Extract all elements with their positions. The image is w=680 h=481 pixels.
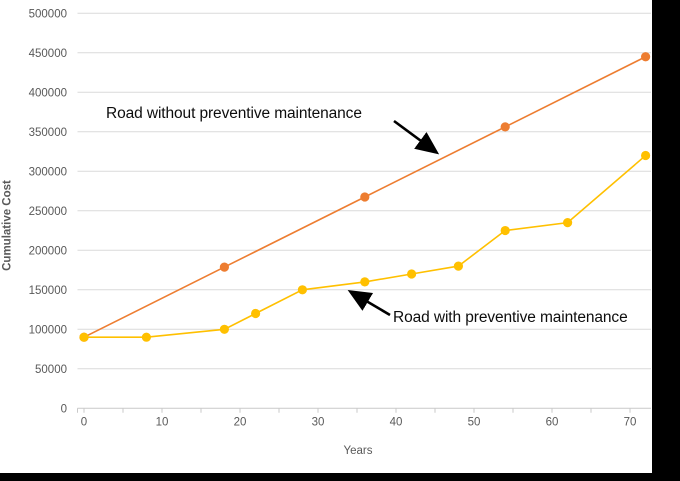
x-tick-label: 50: [468, 417, 481, 429]
y-tick-label: 450000: [29, 48, 67, 60]
data-point: [563, 218, 573, 228]
x-tick-label: 20: [234, 417, 247, 429]
data-series: [79, 52, 651, 342]
y-tick-label: 200000: [29, 245, 67, 257]
data-point: [297, 285, 307, 295]
x-axis-title: Years: [343, 445, 373, 457]
horizontal-gridlines: [77, 12, 651, 370]
x-tick-label: 60: [546, 417, 559, 429]
data-point: [251, 308, 261, 319]
data-point: [219, 262, 229, 272]
x-axis: [77, 407, 651, 413]
annotation-without-pm: Road without preventive maintenance: [106, 105, 362, 122]
data-point: [500, 225, 510, 236]
data-point: [141, 332, 151, 342]
data-point: [500, 122, 510, 132]
data-point: [219, 324, 229, 334]
y-axis-title: Cumulative Cost: [1, 180, 14, 271]
annotation-with-pm: Road with preventive maintenance: [393, 309, 628, 326]
x-tick-label: 0: [81, 417, 87, 429]
y-tick-label: 0: [61, 403, 67, 415]
y-tick-label: 300000: [29, 166, 67, 178]
y-tick-label: 400000: [29, 87, 67, 99]
x-tick-label: 10: [156, 417, 169, 429]
data-point: [453, 261, 463, 271]
data-point: [360, 277, 370, 287]
axis-tick-labels: 0 50000 100000 150000 200000 250000 300000 3500…: [29, 8, 637, 428]
arrow-to-orange-line: [393, 119, 440, 155]
y-tick-label: 50000: [35, 364, 67, 376]
y-tick-label: 250000: [29, 206, 67, 218]
x-tick-label: 70: [624, 417, 637, 429]
y-tick-label: 150000: [29, 285, 67, 297]
data-point: [641, 52, 651, 62]
x-tick-label: 30: [312, 417, 325, 429]
annotation-arrows: [347, 119, 440, 317]
chart-canvas: 0 50000 100000 150000 200000 250000 300000 3500…: [0, 0, 652, 473]
data-point: [360, 192, 370, 202]
data-point: [641, 150, 651, 161]
y-tick-label: 350000: [29, 127, 67, 139]
line-chart: 0 50000 100000 150000 200000 250000 300000 3500…: [29, 8, 651, 429]
data-point: [79, 332, 89, 342]
data-point: [407, 269, 417, 279]
y-tick-label: 500000: [29, 8, 67, 20]
x-tick-label: 40: [390, 417, 403, 429]
y-tick-label: 100000: [29, 324, 67, 336]
arrow-to-yellow-line: [347, 290, 391, 317]
